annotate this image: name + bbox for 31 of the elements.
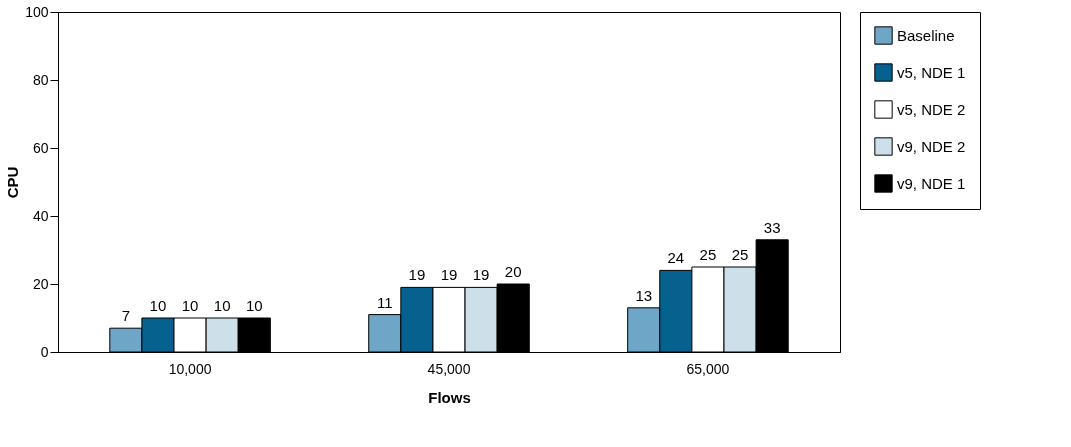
x-axis-title: Flows (428, 388, 471, 406)
data-label: 19 (472, 266, 490, 284)
legend-label: Baseline (897, 26, 955, 44)
y-tick-label: 60 (32, 139, 49, 156)
y-tick-label: 80 (32, 71, 49, 88)
data-label: 7 (121, 307, 131, 325)
y-tick-label: 0 (40, 343, 49, 360)
y-axis-title: CPU (4, 166, 22, 199)
data-label: 19 (440, 266, 458, 284)
data-label: 10 (213, 297, 231, 314)
y-tick-label: 20 (32, 275, 49, 292)
data-label: 13 (635, 286, 653, 304)
data-label: 10 (149, 297, 167, 314)
data-label: 11 (376, 293, 393, 311)
data-label: 19 (408, 266, 426, 284)
x-tick-label: 45,000 (427, 360, 471, 377)
x-tick-label: 65,000 (686, 360, 730, 377)
x-tick-label: 10,000 (168, 360, 212, 377)
legend-label: v5, NDE 2 (897, 100, 966, 118)
y-tick-label: 100 (25, 3, 49, 20)
legend-label: v5, NDE 1 (897, 63, 966, 81)
data-label: 25 (731, 246, 749, 263)
legend-label: v9, NDE 2 (897, 137, 966, 155)
legend-label: v9, NDE 1 (897, 174, 966, 192)
data-label: 10 (181, 297, 199, 314)
data-label: 24 (667, 249, 685, 267)
data-label: 33 (763, 218, 781, 236)
data-label: 25 (699, 246, 717, 263)
data-label: 20 (504, 263, 522, 280)
data-label: 10 (245, 297, 263, 314)
y-tick-label: 40 (32, 207, 49, 224)
